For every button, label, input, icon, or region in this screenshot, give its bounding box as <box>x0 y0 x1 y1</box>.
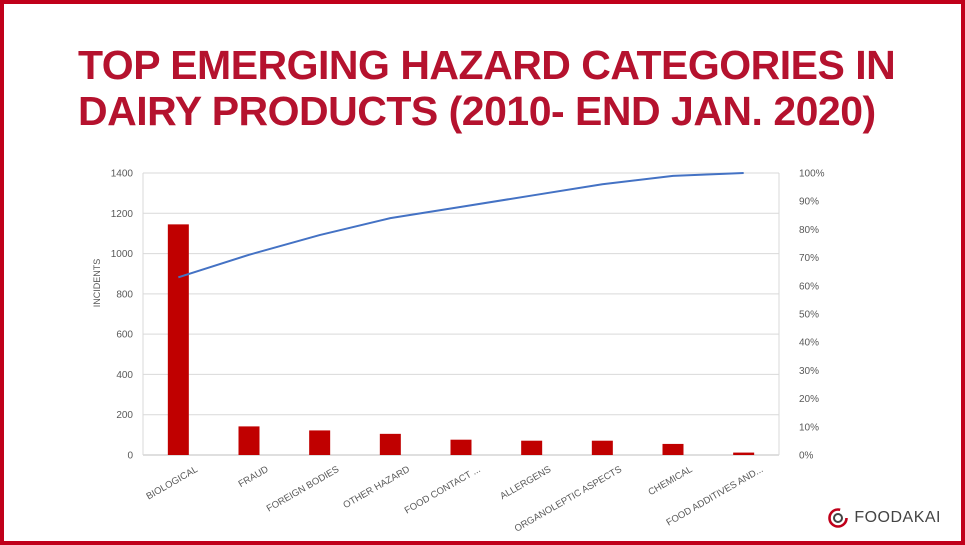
bar <box>591 440 613 455</box>
x-tick-label: FOREIGN BODIES <box>265 464 341 514</box>
x-tick-label: ALLERGENS <box>498 464 553 502</box>
gridlines <box>142 172 780 456</box>
pareto-chart: 0 200 400 600 800 1000 1200 1400 0% 10% 20% 30% 40%… <box>92 169 825 535</box>
x-tick-label: FRAUD <box>237 464 271 490</box>
y2-tick-label: 10% <box>799 422 819 433</box>
y2-tick-label: 20% <box>799 394 819 405</box>
y-tick-label: 600 <box>116 330 133 341</box>
title-line-1: TOP EMERGING HAZARD CATEGORIES IN <box>78 42 896 88</box>
y2-tick-label: 50% <box>799 310 819 321</box>
x-tick-label: BIOLOGICAL <box>144 464 199 502</box>
y2-tick-label: 60% <box>799 281 819 292</box>
foodakai-logo-icon <box>828 508 849 528</box>
y2-tick-label: 90% <box>799 197 819 208</box>
foodakai-brand: FOODAKAI <box>827 507 941 529</box>
y2-tick-label: 0% <box>799 451 814 462</box>
brand-name: FOODAKAI <box>854 509 941 526</box>
bar <box>309 430 331 455</box>
bar <box>733 452 755 455</box>
cumulative-line-series <box>178 172 744 279</box>
x-tick-label: CHEMICAL <box>646 464 694 498</box>
bar-series <box>167 224 755 455</box>
y-tick-label: 400 <box>116 370 133 381</box>
cumulative-line <box>178 172 744 279</box>
y2-tick-label: 70% <box>799 253 819 264</box>
y-axis-label: INCIDENTS <box>92 259 102 308</box>
right-axis-ticks: 0% 10% 20% 30% 40% 50% 60% 70% 80% 90% 100% <box>799 169 825 462</box>
y2-tick-label: 80% <box>799 225 819 236</box>
y-tick-label: 200 <box>116 410 133 421</box>
x-tick-label: FOOD CONTACT ... <box>403 464 483 516</box>
left-axis-ticks: 0 200 400 600 800 1000 1200 1400 <box>111 169 134 462</box>
bar <box>238 426 260 455</box>
y-tick-label: 800 <box>116 289 133 300</box>
y2-tick-label: 30% <box>799 366 819 377</box>
bar <box>521 440 543 455</box>
y-tick-label: 0 <box>127 451 133 462</box>
slide-title: TOP EMERGING HAZARD CATEGORIES IN DAIRY … <box>78 42 938 134</box>
y-tick-label: 1200 <box>111 209 134 220</box>
bar <box>450 439 472 455</box>
y2-tick-label: 100% <box>799 169 825 180</box>
y-tick-label: 1000 <box>111 249 134 260</box>
title-line-2: DAIRY PRODUCTS (2010- END JAN. 2020) <box>78 88 876 134</box>
bar <box>662 443 684 455</box>
y-tick-label: 1400 <box>111 169 134 180</box>
bar <box>379 433 401 455</box>
y2-tick-label: 40% <box>799 338 819 349</box>
x-tick-label: OTHER HAZARD <box>341 464 412 511</box>
bar <box>167 224 189 455</box>
